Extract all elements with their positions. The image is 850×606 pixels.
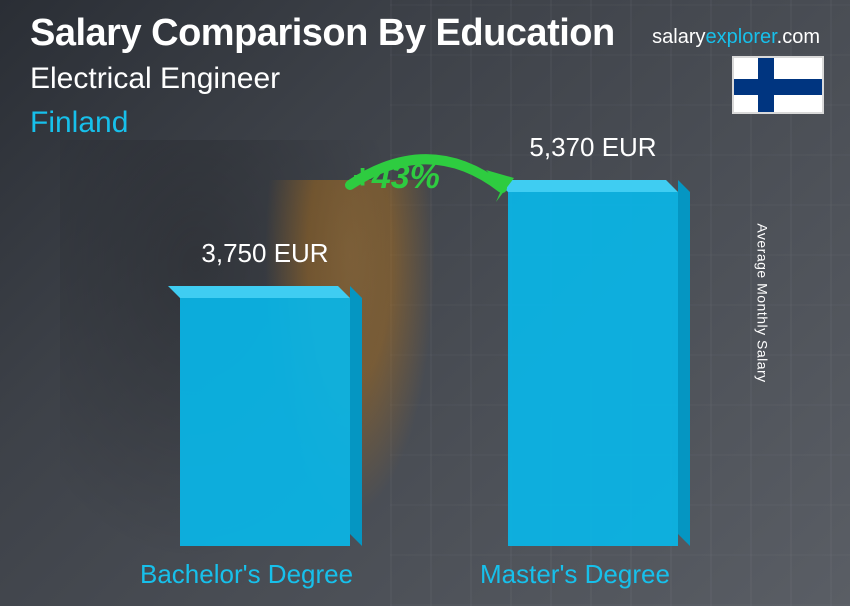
bar-side-face (678, 180, 690, 546)
chart-content: Salary Comparison By Education Electrica… (0, 0, 850, 606)
brand-accent: explorer (706, 26, 777, 48)
bar-bachelors (180, 298, 350, 546)
chart-title: Salary Comparison By Education (30, 12, 615, 55)
chart-subtitle: Electrical Engineer (30, 62, 280, 96)
brand-suffix: .com (777, 26, 820, 48)
percent-increase-badge: +43% (352, 158, 440, 197)
brand-label: salaryexplorer.com (652, 26, 820, 49)
finland-flag-icon (732, 56, 824, 114)
bar-masters (508, 192, 678, 546)
chart-country: Finland (30, 106, 128, 140)
bar-label: Bachelor's Degree (140, 559, 353, 590)
bar-value: 3,750 EUR (160, 238, 370, 269)
bar-front-face (180, 298, 350, 546)
bar-front-face (508, 192, 678, 546)
bar-side-face (350, 286, 362, 546)
brand-prefix: salary (652, 26, 705, 48)
bar-top-face (168, 286, 350, 298)
bar-label: Master's Degree (480, 559, 670, 590)
